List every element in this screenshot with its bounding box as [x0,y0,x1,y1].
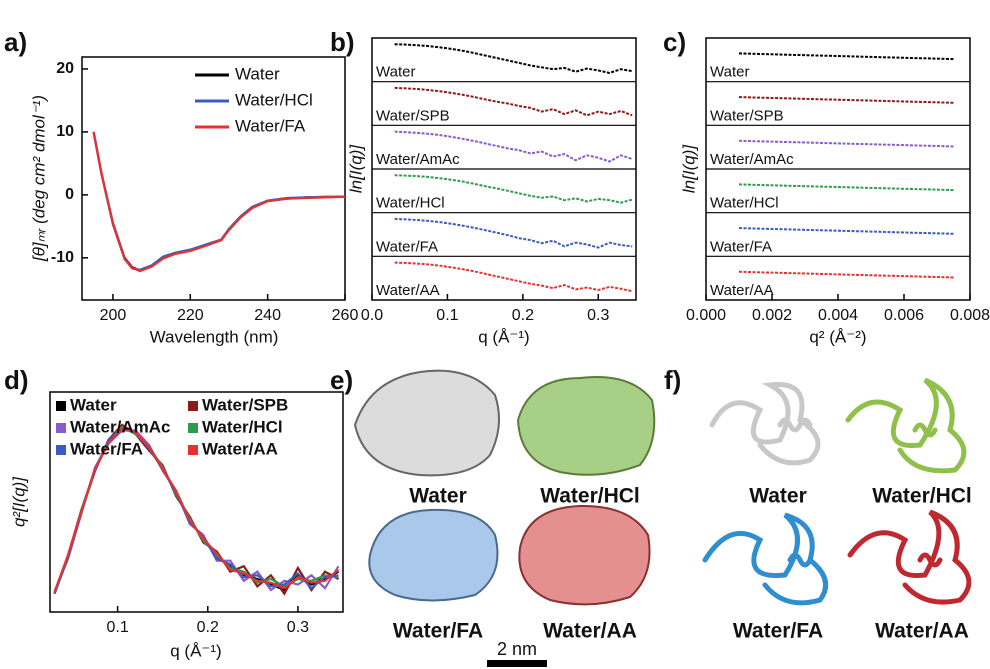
panel-label: f) [664,365,681,395]
series-line [92,131,346,272]
ribbon-aa [847,509,972,605]
y-axis-label: ln[I(q)] [346,144,365,193]
series-line [92,131,346,273]
x-axis-label: q² (Å⁻²) [809,327,866,346]
legend-label: Water/AmAc [70,417,170,436]
scale-bar [487,660,547,667]
panel-label: e) [330,365,353,395]
x-tick-label: 0.2 [197,619,219,636]
series-line [738,183,954,192]
x-tick-label: 240 [254,307,281,324]
strip-label: Water [710,64,749,81]
series-line [92,131,345,271]
caption: Water/FA [733,620,823,643]
x-axis-label: Wavelength (nm) [150,327,279,346]
series-line [738,270,954,279]
y-axis-label: [θ]ₘᵣ (deg cm² dmol⁻¹) [29,95,48,262]
strip-label: Water [376,64,415,81]
panel-label: d) [4,365,29,395]
strip-label: Water/FA [710,238,772,255]
surface-aa [518,504,651,606]
plot-frame [49,391,344,613]
panel-label: c) [663,27,686,57]
plot-frame [81,56,346,301]
legend-swatch [56,401,66,411]
x-tick-label: 260 [332,307,359,324]
legend-swatch [56,423,66,433]
legend-label: Water/FA [70,439,143,458]
series-line [738,52,954,61]
legend-label: Water [235,64,280,83]
caption: Water/AA [543,620,637,643]
x-tick-label: 0.1 [106,619,128,636]
strip-label: Water/SPB [710,107,784,124]
x-tick-label: 200 [100,307,127,324]
ribbon-renderings: f) Water Water/HCl Water/FA Water/AA [664,365,972,643]
x-tick-label: 0.000 [686,307,726,324]
legend-swatch [188,401,198,411]
y-tick-label: -10 [51,249,74,266]
x-axis-label: q (Å⁻¹) [170,641,221,660]
series-line [394,43,633,74]
caption: Water/HCl [872,485,972,508]
caption: Water/AA [875,620,969,643]
panel-label: a) [4,27,27,57]
y-tick-label: 0 [65,186,74,203]
panel-label: b) [330,27,355,57]
surface-water [353,369,500,477]
series-line [738,139,954,148]
strip-label: Water/AmAc [710,151,794,168]
strip-label: Water/FA [376,238,438,255]
x-tick-label: 0.0 [361,307,383,324]
x-axis-label: q (Å⁻¹) [478,327,529,346]
ribbon-water [709,381,821,466]
legend-label: Water/SPB [202,395,288,414]
x-tick-label: 0.006 [884,307,924,324]
series-line [394,86,633,117]
caption: Water/HCl [540,485,640,508]
series-line [738,96,954,104]
surface-fa [368,508,499,602]
x-tick-label: 0.3 [287,619,309,636]
strip-label: Water/AA [710,282,774,299]
x-tick-label: 0.3 [587,307,609,324]
ribbon-hcl [845,377,967,474]
strip-label: Water/SPB [376,107,450,124]
legend-label: Water/FA [235,116,306,135]
legend-label: Water [70,395,117,414]
y-axis-label: q²[I(q)] [9,476,28,527]
y-axis-label: ln[I(q)] [679,144,698,193]
x-tick-label: 0.004 [818,307,858,324]
legend-label: Water/AA [202,439,278,458]
scale-bar-label: 2 nm [497,639,537,659]
ribbon-fa [702,512,829,606]
series-line [738,227,954,235]
legend-swatch [188,423,198,433]
series-line [53,427,340,593]
caption: Water [409,485,467,508]
series-line [394,217,633,249]
y-tick-label: 20 [56,60,74,77]
legend-swatch [188,445,198,455]
surface-renderings: e) Water Water/HCl Water/FA Water/AA 2 n… [330,365,656,667]
strip-label: Water/AmAc [376,151,460,168]
strip-label: Water/HCl [376,195,445,212]
x-tick-label: 0.2 [512,307,534,324]
caption: Water/FA [393,620,483,643]
legend-swatch [56,445,66,455]
x-tick-label: 0.1 [436,307,458,324]
x-tick-label: 0.002 [752,307,792,324]
strip-label: Water/HCl [710,195,779,212]
x-tick-label: 0.008 [950,307,990,324]
legend-label: Water/HCl [235,90,313,109]
series-line [394,130,633,163]
caption: Water [749,485,807,508]
surface-hcl [516,375,656,476]
legend-label: Water/HCl [202,417,283,436]
y-tick-label: 10 [56,123,74,140]
x-tick-label: 220 [177,307,204,324]
strip-label: Water/AA [376,282,440,299]
